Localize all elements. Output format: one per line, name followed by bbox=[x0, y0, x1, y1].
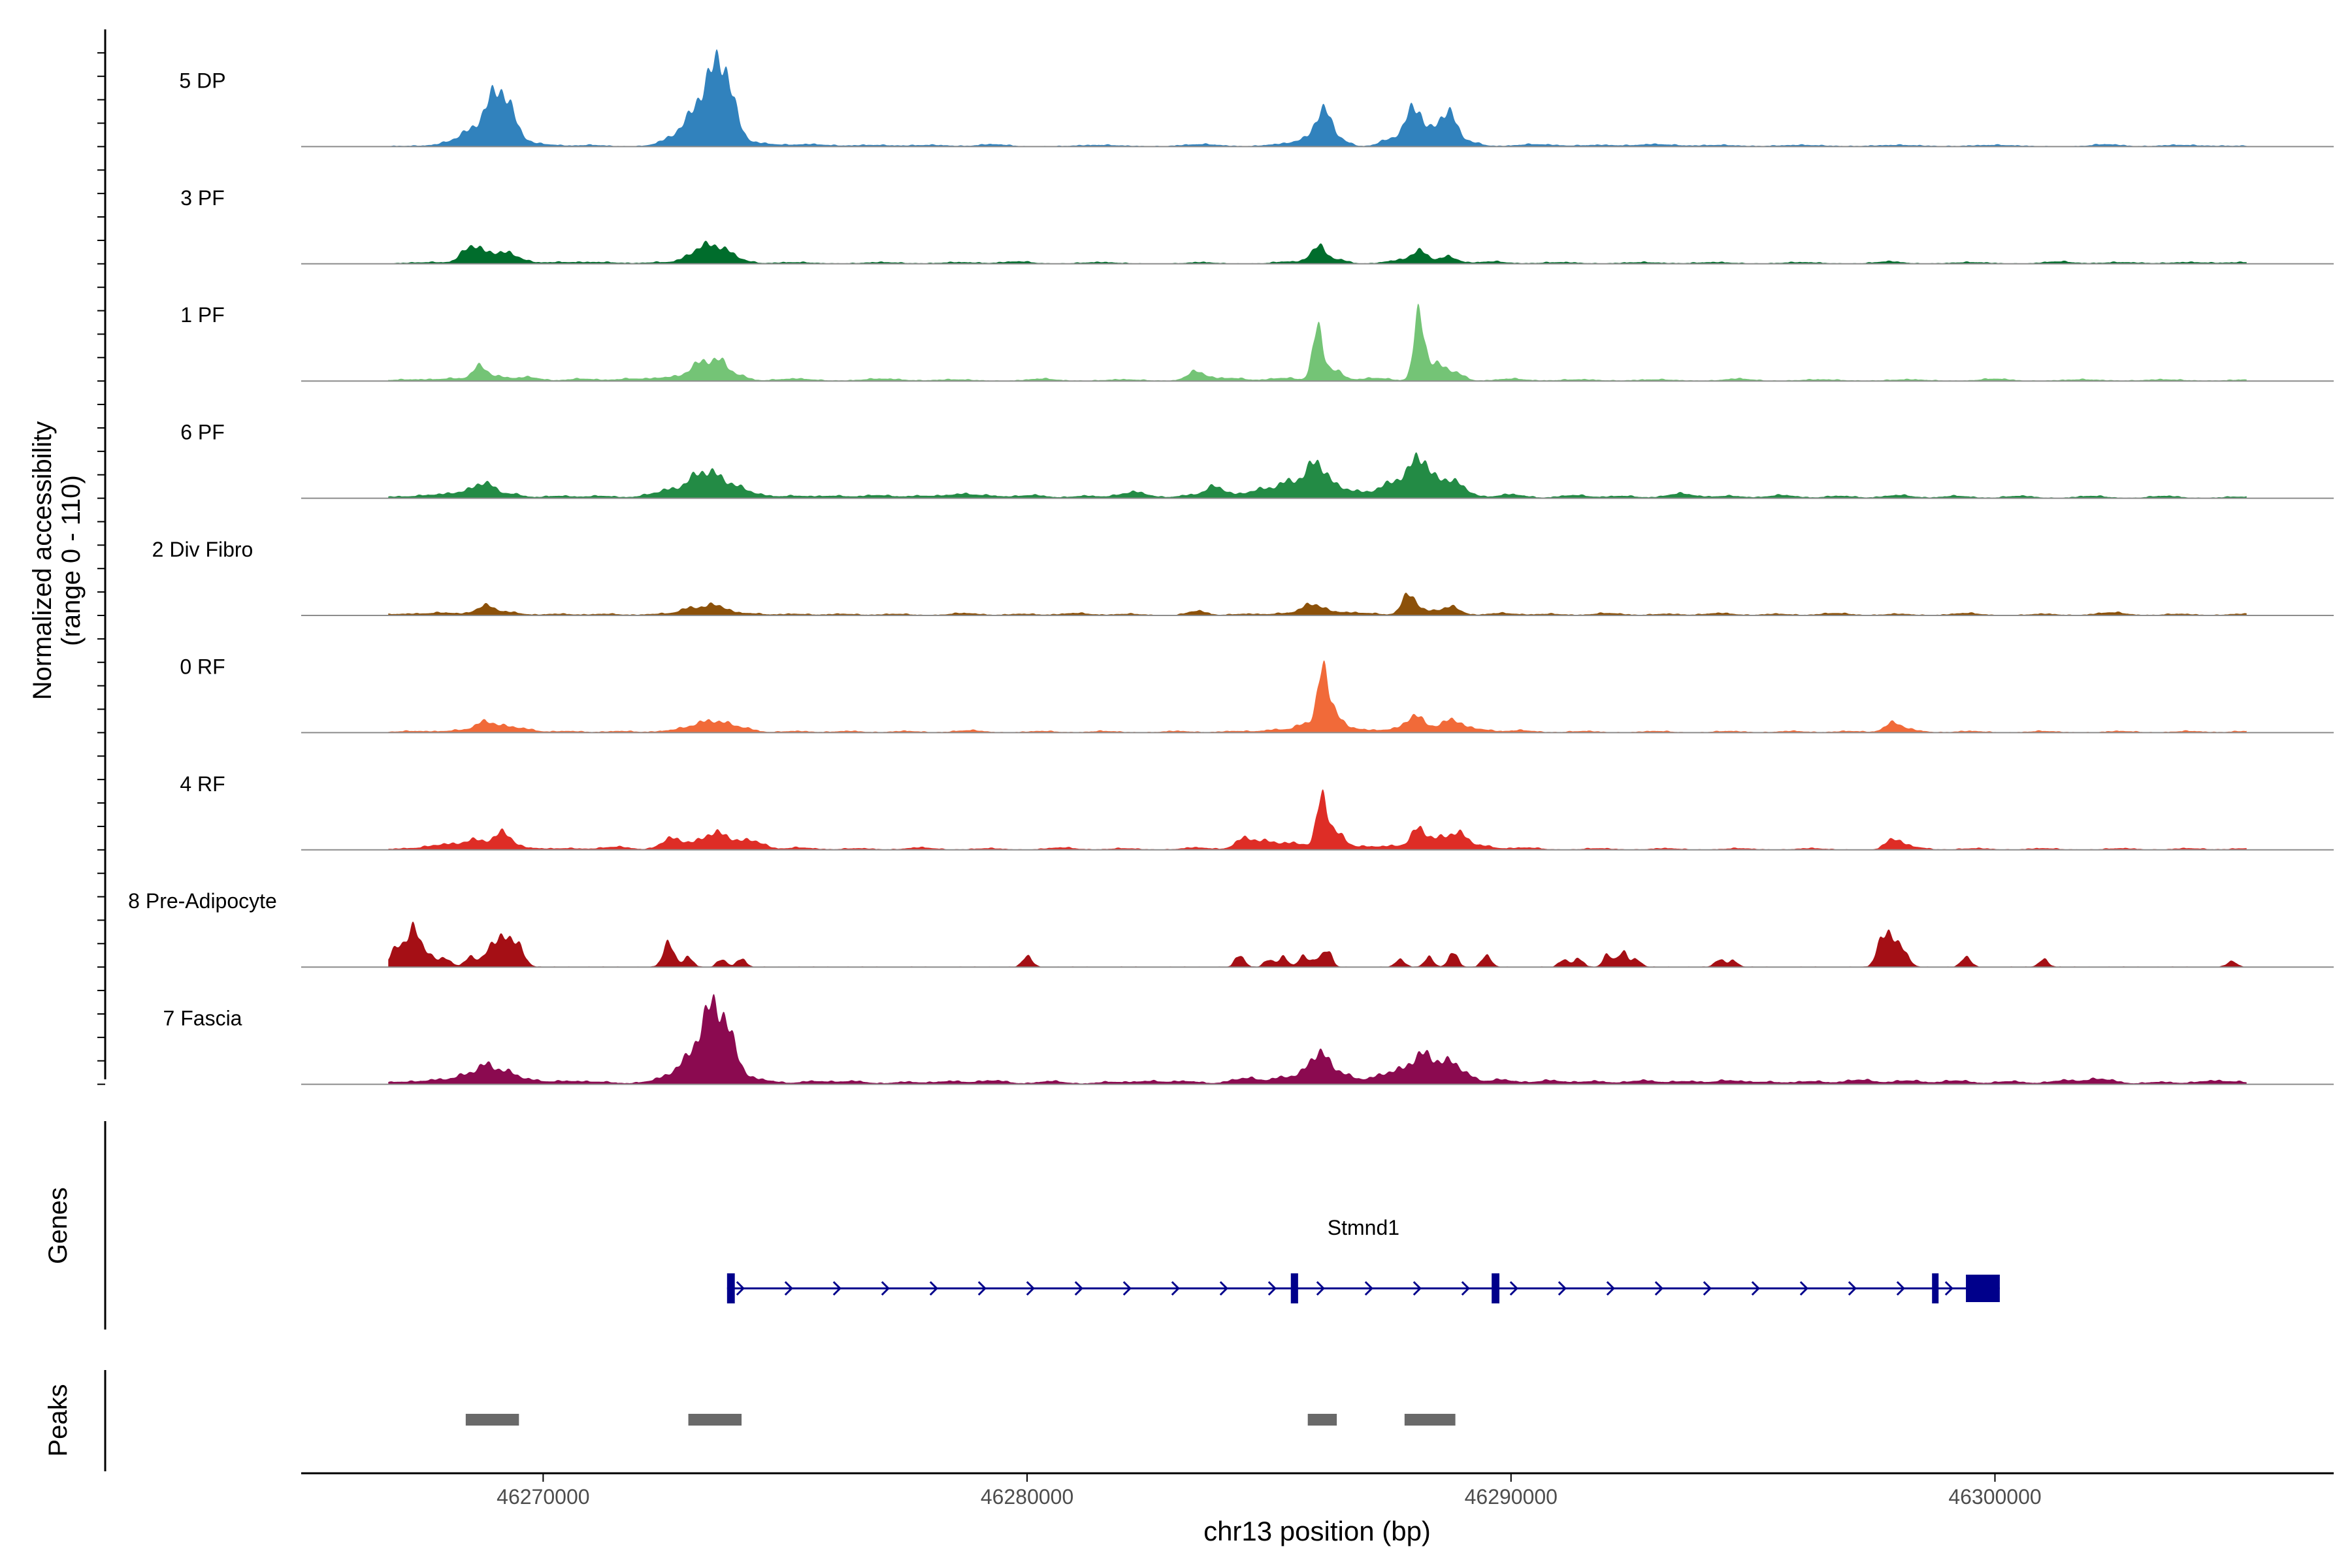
strand-arrow bbox=[1461, 1281, 1470, 1296]
strand-arrow bbox=[1026, 1281, 1035, 1296]
strand-arrow bbox=[929, 1281, 938, 1296]
strand-arrow bbox=[1703, 1281, 1712, 1296]
strand-arrow bbox=[1751, 1281, 1760, 1296]
coverage-area bbox=[388, 240, 2247, 264]
gene-name-label: Stmnd1 bbox=[1328, 1216, 1399, 1239]
track-label: 6 PF bbox=[180, 421, 225, 444]
x-tick-label: 46290000 bbox=[1465, 1485, 1558, 1509]
strand-arrow bbox=[784, 1281, 793, 1296]
strand-arrow bbox=[1944, 1281, 1953, 1296]
strand-arrow bbox=[1364, 1281, 1373, 1296]
y-axis-label-line1: Normalized accessibility bbox=[28, 421, 57, 700]
gene-exon bbox=[1966, 1275, 2000, 1302]
x-tick-label: 46280000 bbox=[981, 1485, 1073, 1509]
coverage-area bbox=[388, 994, 2247, 1085]
strand-arrow bbox=[1074, 1281, 1083, 1296]
strand-arrow bbox=[1413, 1281, 1422, 1296]
track-label: 7 Fascia bbox=[163, 1007, 242, 1030]
track-1-pf: 1 PF bbox=[180, 303, 2334, 382]
coverage-y-axis-ticks bbox=[97, 52, 105, 1085]
strand-arrow bbox=[1122, 1281, 1132, 1296]
peak-region bbox=[465, 1414, 519, 1426]
strand-arrow bbox=[1316, 1281, 1325, 1296]
y-axis-label-line2: (range 0 - 110) bbox=[57, 475, 86, 646]
track-3-pf: 3 PF bbox=[180, 186, 2334, 265]
strand-arrow bbox=[1509, 1281, 1518, 1296]
strand-arrow bbox=[736, 1281, 745, 1296]
coverage-area bbox=[388, 49, 2247, 147]
track-label: 1 PF bbox=[180, 303, 225, 327]
strand-arrow bbox=[832, 1281, 841, 1296]
track-6-pf: 6 PF bbox=[180, 421, 2334, 499]
coverage-area bbox=[388, 789, 2247, 850]
strand-arrow bbox=[1848, 1281, 1857, 1296]
gene-exon bbox=[1290, 1273, 1298, 1303]
x-tick-label: 46300000 bbox=[1948, 1485, 2041, 1509]
track-label: 4 RF bbox=[180, 772, 225, 796]
peaks-track-label: Peaks bbox=[44, 1384, 73, 1456]
x-axis-ticks: 46270000 46280000 46290000 46300000 bbox=[497, 1473, 2042, 1509]
coverage-area bbox=[388, 452, 2247, 498]
strand-arrow bbox=[1606, 1281, 1615, 1296]
peak-region bbox=[1307, 1414, 1337, 1426]
strand-arrow bbox=[1654, 1281, 1663, 1296]
gene-exon bbox=[1492, 1273, 1500, 1303]
coverage-tracks: 5 DP 3 PF 1 PF 6 PF 2 Div Fibro 0 RF 4 RF 8 Pre… bbox=[128, 49, 2334, 1085]
track-label: 2 Div Fibro bbox=[152, 538, 253, 561]
gene-exon bbox=[1932, 1273, 1939, 1303]
x-tick-label: 46270000 bbox=[497, 1485, 589, 1509]
track-5-dp: 5 DP bbox=[179, 49, 2334, 148]
x-axis-label: chr13 position (bp) bbox=[1203, 1516, 1431, 1546]
strand-arrow bbox=[1896, 1281, 1905, 1296]
peaks-track bbox=[465, 1414, 1456, 1426]
track-7-fascia: 7 Fascia bbox=[163, 994, 2334, 1085]
strand-arrow bbox=[1799, 1281, 1808, 1296]
coverage-area bbox=[388, 660, 2247, 733]
strand-arrow bbox=[881, 1281, 890, 1296]
track-4-rf: 4 RF bbox=[180, 772, 2334, 851]
track-label: 3 PF bbox=[180, 186, 225, 210]
track-label: 0 RF bbox=[180, 655, 225, 678]
peak-region bbox=[1404, 1414, 1456, 1426]
strand-arrow bbox=[1219, 1281, 1228, 1296]
genes-track-label: Genes bbox=[44, 1187, 73, 1264]
track-label: 5 DP bbox=[179, 69, 225, 92]
gene-track: Stmnd1 bbox=[727, 1216, 2000, 1303]
coverage-area bbox=[388, 593, 2247, 615]
strand-arrow bbox=[1558, 1281, 1567, 1296]
track-0-rf: 0 RF bbox=[180, 655, 2334, 734]
strand-arrow bbox=[1267, 1281, 1277, 1296]
strand-arrow bbox=[1171, 1281, 1180, 1296]
track-2-div-fibro: 2 Div Fibro bbox=[152, 538, 2334, 616]
track-label: 8 Pre-Adipocyte bbox=[128, 889, 277, 913]
track-8-pre-adipocyte: 8 Pre-Adipocyte bbox=[128, 889, 2334, 968]
gene-exon bbox=[727, 1273, 735, 1303]
coverage-area bbox=[388, 303, 2247, 382]
peak-region bbox=[688, 1414, 742, 1426]
strand-arrow bbox=[977, 1281, 987, 1296]
